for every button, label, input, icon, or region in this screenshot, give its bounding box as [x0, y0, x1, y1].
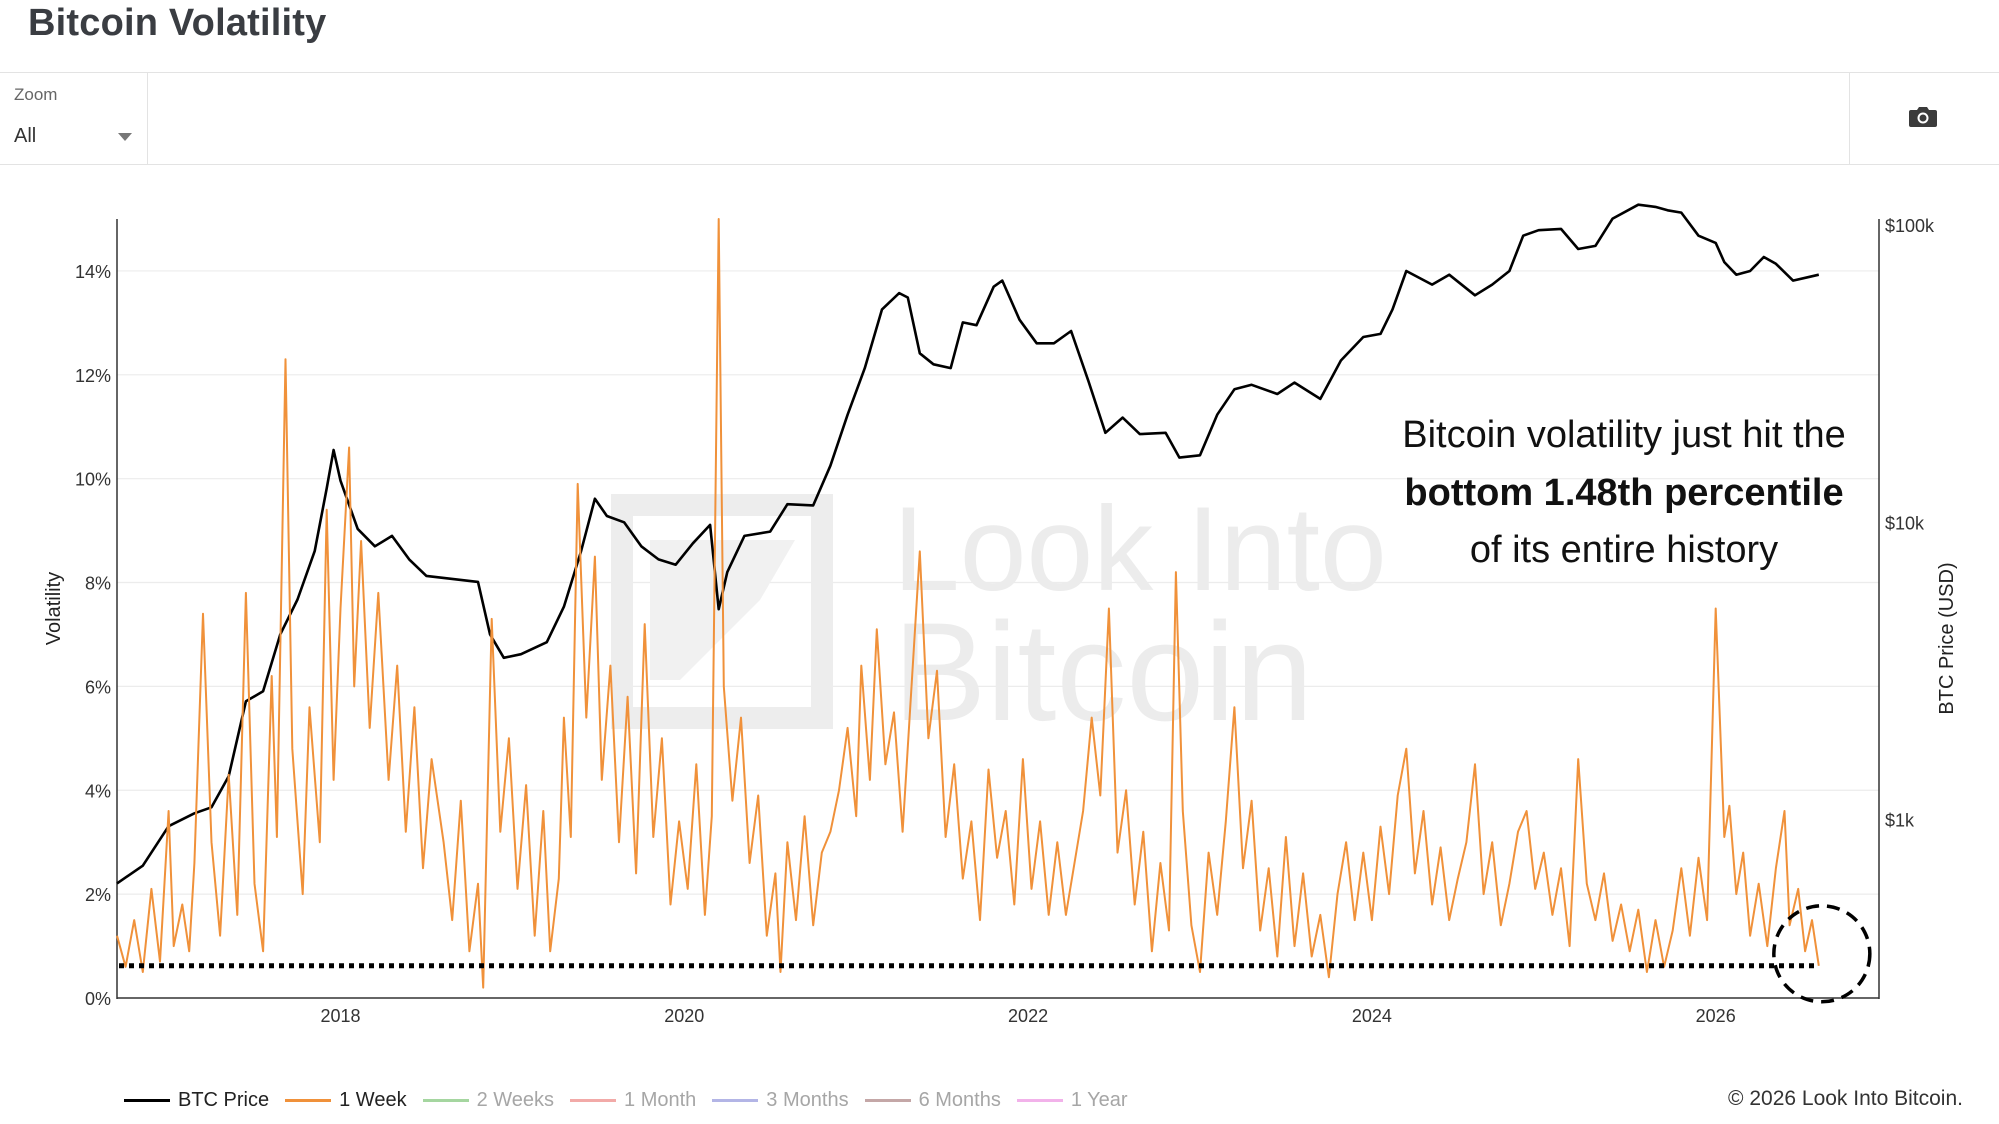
copyright: © 2026 Look Into Bitcoin. [1728, 1087, 1963, 1110]
chevron-down-icon [118, 133, 132, 141]
legend-item[interactable]: 1 Year [1016, 1088, 1128, 1112]
x-tick-label: 2022 [1008, 1006, 1048, 1026]
annotation-line1: Bitcoin volatility just hit the [1402, 414, 1846, 456]
x-tick-label: 2018 [320, 1006, 360, 1026]
legend-label: 2 Weeks [476, 1088, 555, 1111]
zoom-select[interactable]: All [14, 125, 136, 153]
watermark-line1: Look Into [893, 482, 1387, 616]
chart-toolbar: Zoom All [0, 72, 1999, 165]
legend-item[interactable]: BTC Price [124, 1089, 269, 1112]
grid-lines [117, 270, 1879, 895]
y-tick-label: 2% [85, 885, 111, 905]
chart-legend: BTC Price 1 Week 2 Weeks 1 Month 3 Months 6 M… [124, 1087, 1144, 1113]
y2-tick-label: $10k [1885, 513, 1925, 533]
one-week-volatility-line [116, 218, 1820, 989]
legend-item[interactable]: 2 Weeks [422, 1088, 555, 1112]
y-tick-label: 12% [75, 366, 111, 386]
legend-swatch [1016, 1098, 1063, 1102]
legend-swatch [712, 1098, 759, 1102]
y2-axis-title: BTC Price (USD) [1936, 562, 1958, 714]
legend-label: 1 Year [1070, 1088, 1128, 1111]
y2-tick-label: $100k [1885, 216, 1935, 236]
y-tick-label: 0% [85, 989, 111, 1009]
y-tick-label: 4% [85, 781, 111, 801]
legend-swatch [422, 1098, 469, 1102]
watermark: Look Into Bitcoin [611, 482, 1387, 750]
legend-item[interactable]: 6 Months [864, 1088, 1001, 1112]
highlight-circle [1772, 904, 1872, 1004]
y-tick-label: 6% [85, 677, 111, 697]
btc-price-line [116, 203, 1820, 885]
legend-label: 1 Week [339, 1088, 407, 1111]
zoom-selected-value: All [14, 125, 37, 147]
legend-label: BTC Price [178, 1088, 270, 1111]
x-tick-label: 2024 [1352, 1006, 1392, 1026]
legend-item[interactable]: 1 Week [285, 1088, 407, 1112]
zoom-control: Zoom All [0, 73, 148, 164]
legend-label: 1 Month [624, 1088, 697, 1111]
legend-swatch [285, 1098, 332, 1102]
y2-tick-label: $1k [1885, 811, 1915, 831]
chart-series [116, 203, 1872, 1004]
y-tick-label: 8% [85, 574, 111, 594]
legend-item[interactable]: 3 Months [712, 1088, 849, 1112]
legend-swatch [570, 1098, 617, 1102]
annotation-line3: of its entire history [1470, 529, 1778, 571]
annotation-line2: bottom 1.48th percentile [1404, 472, 1843, 514]
tick-labels: 0% 2% 4% 6% 8% 10% 12% 14% 2018 2020 2022 2024 2026 $… [43, 216, 1958, 1026]
legend-label: 6 Months [918, 1088, 1001, 1111]
legend-swatch [864, 1098, 911, 1102]
chart-axes [116, 219, 1880, 999]
zoom-label: Zoom [14, 85, 58, 104]
page-title: Bitcoin Volatility [28, 2, 327, 44]
legend-label: 3 Months [766, 1088, 849, 1111]
y-tick-label: 14% [75, 262, 111, 282]
y-axis-title: Volatility [43, 572, 65, 645]
annotation: Bitcoin volatility just hit the bottom 1… [1402, 414, 1846, 571]
legend-swatch [124, 1098, 170, 1102]
x-tick-label: 2020 [664, 1006, 704, 1026]
camera-icon [1909, 107, 1937, 127]
y-tick-label: 10% [75, 470, 111, 490]
x-tick-label: 2026 [1696, 1006, 1736, 1026]
download-image-button[interactable] [1849, 73, 1999, 164]
legend-item[interactable]: 1 Month [570, 1089, 696, 1112]
